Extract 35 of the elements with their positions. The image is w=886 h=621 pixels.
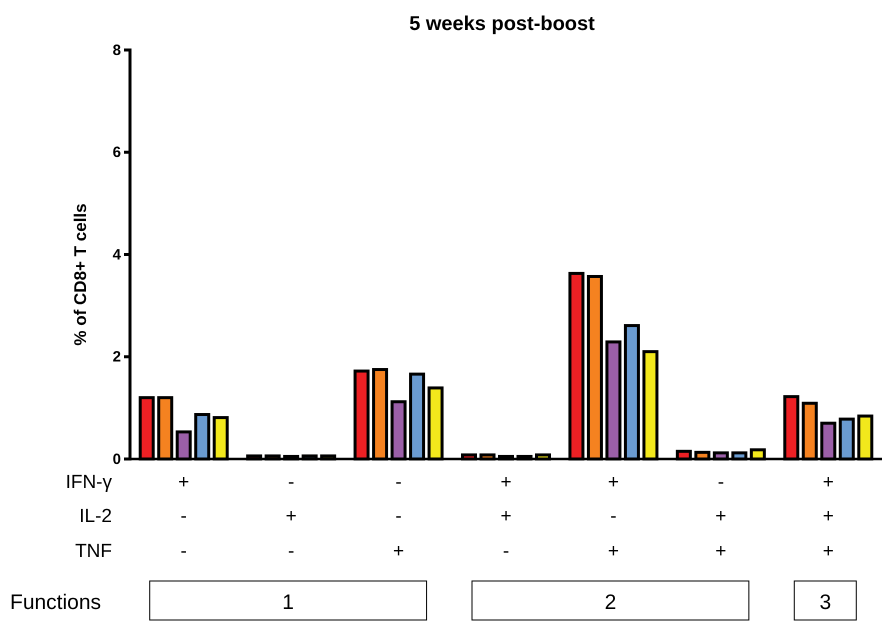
text: +	[715, 506, 726, 527]
text: TNF	[75, 541, 112, 562]
text: +	[715, 541, 726, 562]
text: +	[393, 541, 404, 562]
text: -	[502, 541, 510, 562]
text: +	[286, 506, 297, 527]
text: -	[288, 472, 294, 493]
text: -	[610, 506, 617, 527]
text: +	[822, 472, 834, 493]
y-tick-label: 0	[112, 450, 121, 468]
text: -	[180, 506, 187, 527]
y-tick-label: 6	[112, 144, 121, 162]
text: +	[500, 472, 512, 493]
text: +	[822, 506, 834, 527]
text: -	[180, 541, 187, 562]
text: +	[178, 472, 190, 493]
text: -	[718, 472, 724, 493]
text: +	[608, 541, 619, 562]
text: -	[395, 506, 402, 527]
text: IFN-γ	[66, 472, 112, 493]
y-tick-label: 8	[112, 42, 121, 59]
text: +	[608, 472, 619, 493]
text: -	[288, 541, 294, 562]
text: IL-2	[79, 506, 112, 527]
chart-title: 5 weeks post-boost	[409, 13, 596, 35]
text: 1	[282, 591, 294, 614]
y-tick-label: 2	[112, 348, 121, 366]
y-tick-label: 4	[112, 246, 122, 264]
text: 2	[604, 591, 616, 614]
text: -	[395, 472, 402, 493]
text: 3	[819, 591, 832, 614]
y-axis-title: % of CD8+ T cells	[71, 203, 90, 346]
text: Functions	[10, 591, 102, 614]
text: +	[822, 541, 834, 562]
text: +	[500, 506, 512, 527]
